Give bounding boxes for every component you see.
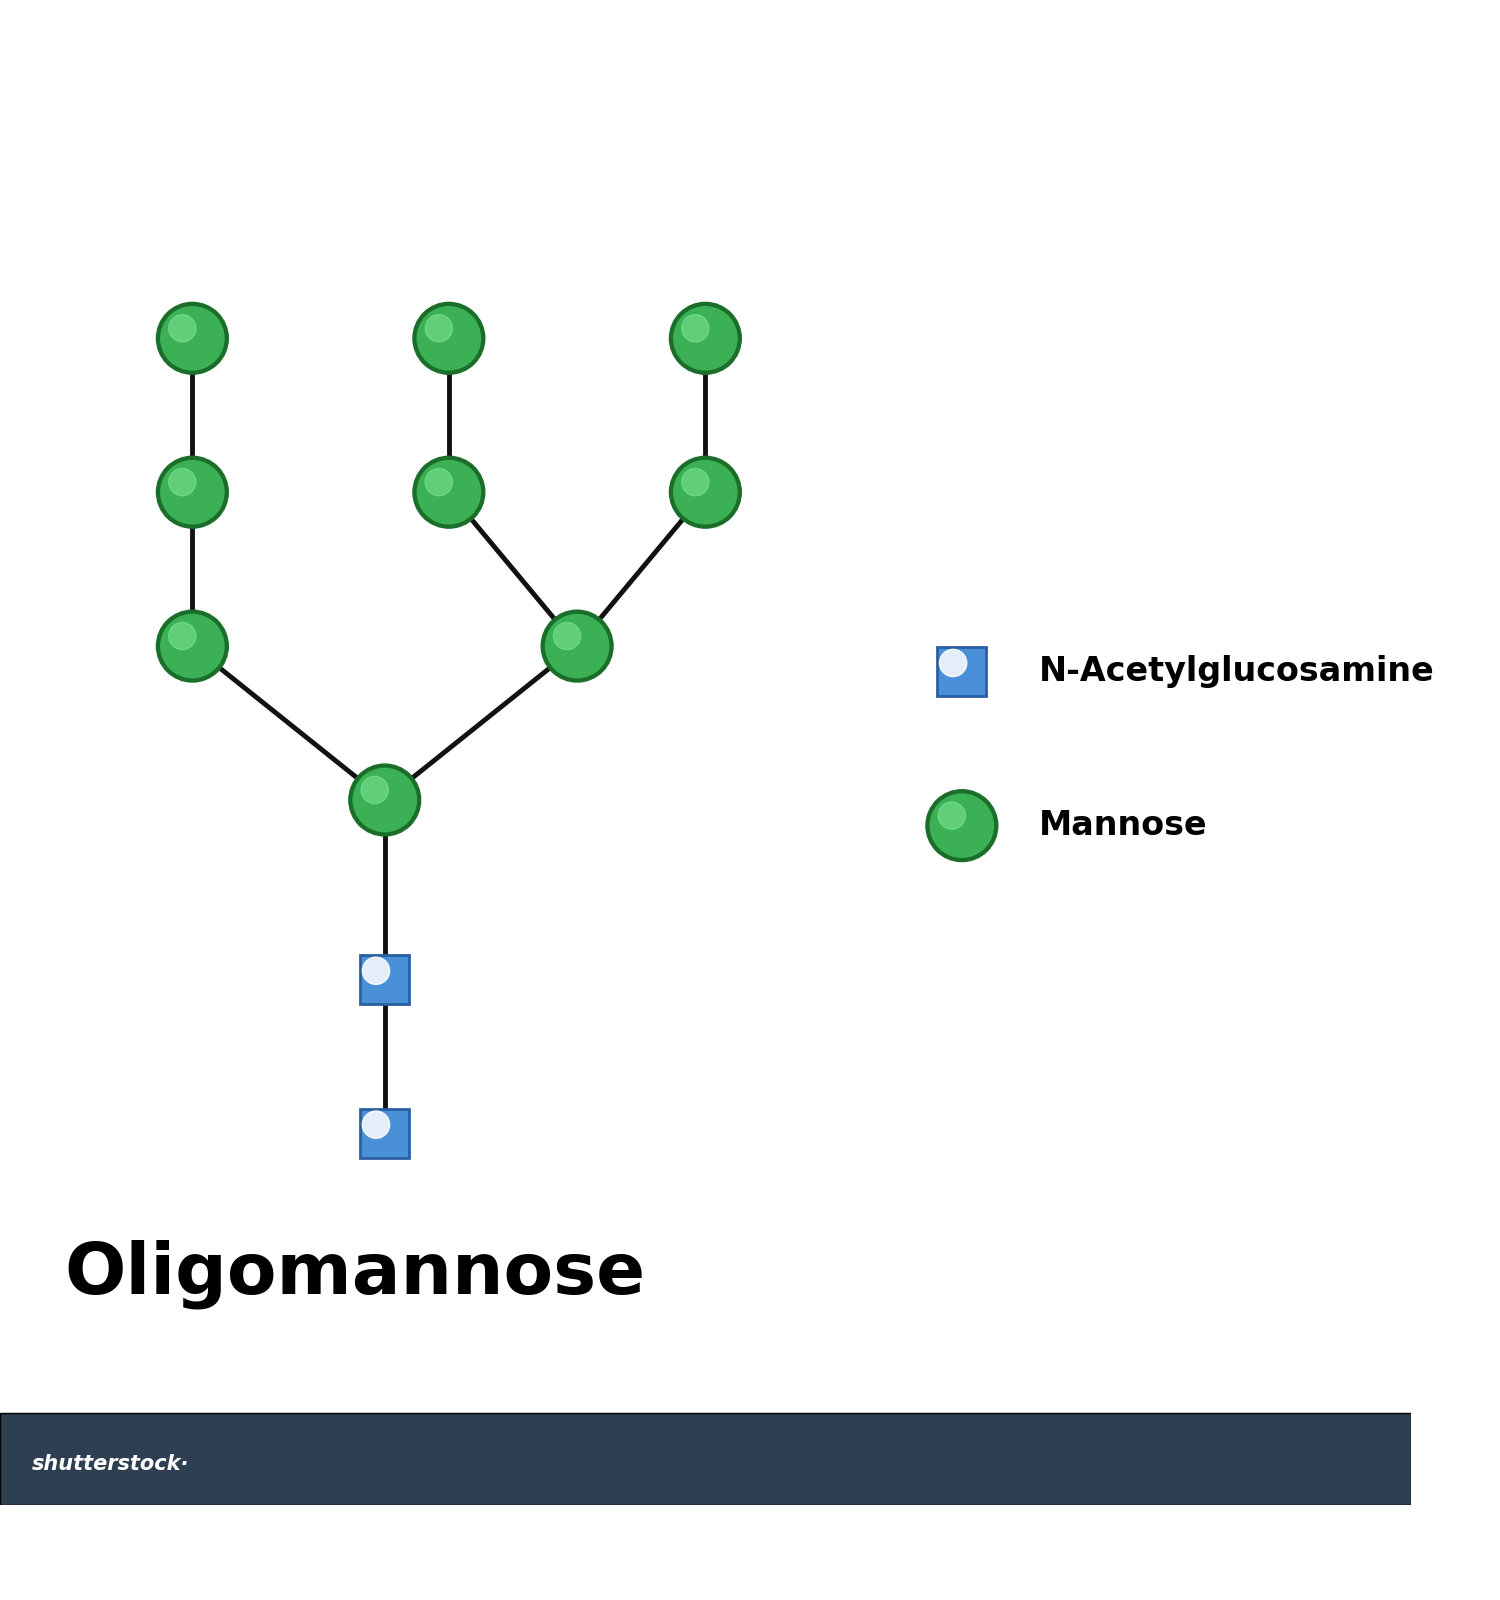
Circle shape	[168, 622, 196, 650]
Circle shape	[156, 610, 228, 682]
Circle shape	[363, 1110, 390, 1138]
Circle shape	[674, 307, 736, 370]
Circle shape	[156, 456, 228, 528]
Circle shape	[424, 315, 453, 342]
Circle shape	[160, 307, 224, 370]
Circle shape	[930, 794, 993, 858]
Circle shape	[350, 765, 420, 835]
Circle shape	[417, 461, 480, 523]
Circle shape	[413, 302, 485, 374]
Circle shape	[926, 790, 998, 861]
Circle shape	[669, 302, 741, 374]
FancyBboxPatch shape	[0, 1413, 1410, 1506]
Circle shape	[681, 469, 710, 496]
FancyBboxPatch shape	[938, 648, 986, 696]
FancyBboxPatch shape	[360, 955, 410, 1003]
Circle shape	[168, 469, 196, 496]
Circle shape	[546, 614, 609, 678]
Circle shape	[363, 957, 390, 984]
Circle shape	[352, 768, 417, 832]
Circle shape	[554, 622, 580, 650]
FancyBboxPatch shape	[360, 1109, 410, 1158]
Circle shape	[413, 456, 485, 528]
Text: N-Acetylglucosamine: N-Acetylglucosamine	[1040, 656, 1434, 688]
Circle shape	[938, 802, 966, 829]
Circle shape	[681, 315, 710, 342]
Circle shape	[939, 650, 966, 677]
Text: Oligomannose: Oligomannose	[64, 1240, 645, 1309]
Circle shape	[160, 461, 224, 523]
Circle shape	[417, 307, 480, 370]
Circle shape	[168, 315, 196, 342]
Circle shape	[424, 469, 453, 496]
Circle shape	[669, 456, 741, 528]
Circle shape	[674, 461, 736, 523]
Circle shape	[156, 302, 228, 374]
Text: shutterstock·: shutterstock·	[32, 1454, 189, 1474]
Text: Mannose: Mannose	[1040, 810, 1208, 842]
Circle shape	[362, 776, 388, 803]
Circle shape	[542, 610, 614, 682]
Circle shape	[160, 614, 224, 678]
